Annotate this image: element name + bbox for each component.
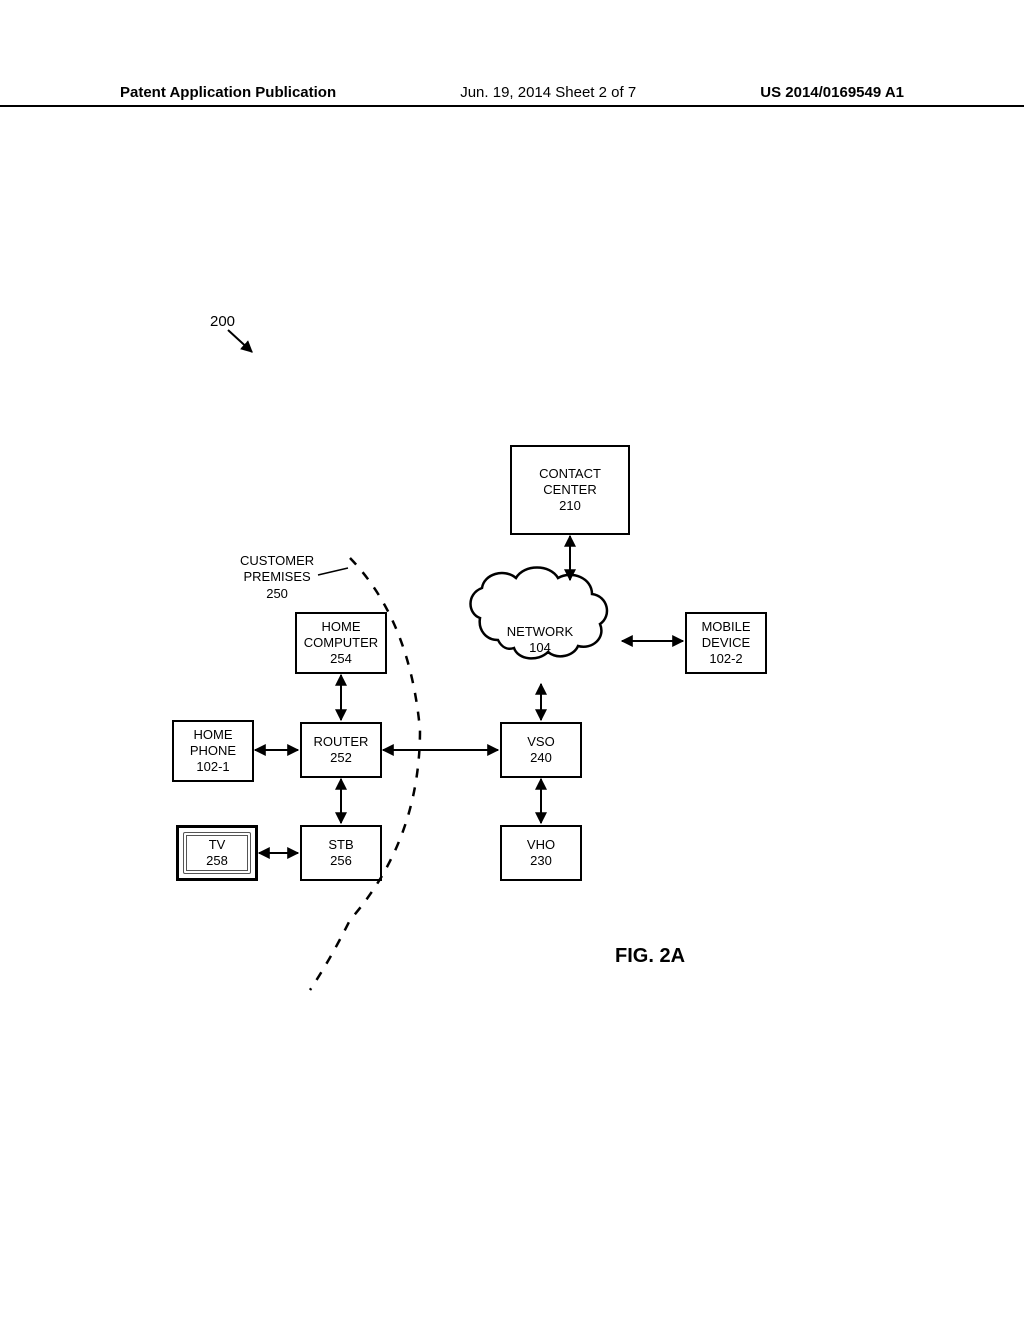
diagram-svg: NETWORK 104 <box>0 0 1024 1320</box>
network-l2: 104 <box>529 640 551 655</box>
ref-200-arrow <box>228 330 252 352</box>
premises-leader <box>318 568 348 575</box>
network-l1: NETWORK <box>507 624 574 639</box>
premises-boundary <box>310 558 420 990</box>
